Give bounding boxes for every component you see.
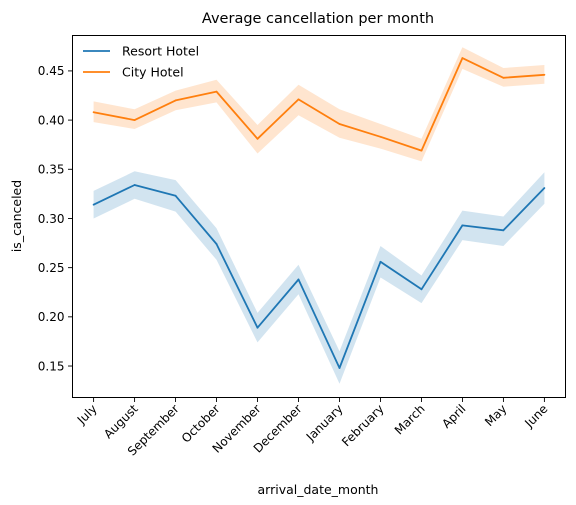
city-hotel-point [502,76,505,79]
city-hotel-point [338,123,341,125]
resort-hotel-point [543,187,546,189]
y-tick-label: 0.40 [38,113,65,127]
y-axis-label: is_canceled [9,180,24,252]
resort-hotel-point [338,367,341,369]
city-hotel-point [215,90,218,93]
city-hotel-point [92,111,95,114]
resort-hotel-point [174,194,177,197]
x-tick-label: March [392,402,428,438]
resort-hotel-point [256,326,259,329]
x-axis-label: arrival_date_month [258,482,379,497]
y-tick-label: 0.35 [38,163,65,177]
city-hotel-point [379,135,382,138]
city-hotel-point [174,99,177,102]
x-tick-label: July [74,402,100,428]
x-axis: July AugustSeptemberOctoberNovemberDecemb… [74,397,551,459]
resort-hotel-point [502,229,505,232]
x-tick-label: April [439,402,468,431]
x-tick-label: June [521,402,550,431]
x-tick-label: February [339,402,387,450]
resort-hotel-point [133,184,136,186]
city-hotel-line [93,57,545,152]
plot-frame [72,35,566,398]
resort-hotel-point [297,278,300,281]
resort-hotel-point [420,288,423,291]
city-hotel-point [133,119,136,121]
chart-title: Average cancellation per month [202,11,434,27]
resort-hotel-point [379,260,382,263]
city-hotel-point [543,73,546,76]
resort-hotel-confidence-band [93,171,545,384]
series-lines [92,57,546,369]
y-tick-label: 0.25 [38,261,65,275]
resort-hotel-line [93,184,546,369]
y-tick-label: 0.30 [38,212,65,226]
legend: Resort Hotel City Hotel [83,44,199,80]
y-tick-label: 0.45 [38,64,65,78]
y-tick-label: 0.20 [38,310,65,324]
confidence-bands [93,47,545,384]
resort-hotel-point [92,203,95,206]
resort-hotel-legend-label: Resort Hotel [122,44,199,59]
city-hotel-point [256,137,259,140]
resort-hotel-point [215,243,218,245]
city-hotel-confidence-band [93,47,545,162]
city-hotel-point [461,57,464,59]
city-hotel-legend-label: City Hotel [122,65,184,80]
x-tick-label: August [101,402,141,442]
city-hotel-point [420,149,423,152]
y-axis: 0.15 0.20 0.25 0.30 0.35 0.40 0.45 [38,64,73,373]
city-hotel-point [297,98,300,101]
x-tick-label: May [482,402,509,429]
resort-hotel-point [461,224,464,227]
y-tick-label: 0.15 [38,359,65,373]
